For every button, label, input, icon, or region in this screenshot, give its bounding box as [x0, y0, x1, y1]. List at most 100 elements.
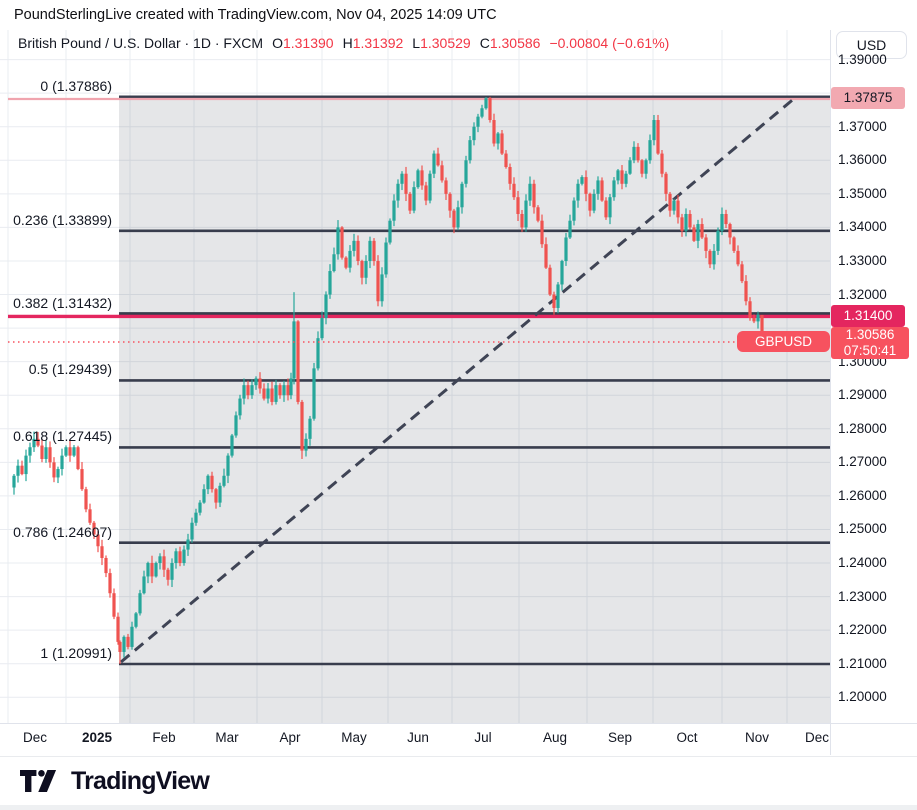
candle-body [174, 551, 178, 564]
candle-body [560, 260, 564, 285]
candle-body [296, 321, 300, 402]
candle-body [320, 318, 324, 339]
candle-body [96, 534, 100, 547]
price-axis-label: 1.24000 [838, 555, 887, 571]
time-axis-label: Jun [407, 730, 429, 745]
candle-body [640, 160, 644, 174]
candle-body [508, 167, 512, 184]
candle-body [464, 160, 468, 184]
candle-body [408, 193, 412, 211]
price-axis-label: 1.37000 [838, 118, 887, 134]
candle-body [352, 240, 356, 251]
candle-body [166, 569, 170, 580]
candle-body [289, 378, 293, 396]
candle-body [316, 338, 320, 369]
ohlc-key: O [272, 35, 283, 51]
candle-body [708, 250, 712, 265]
price-axis-label: 1.27000 [838, 454, 887, 470]
candle-body [190, 522, 194, 540]
candle-body [696, 224, 700, 241]
candle-body [368, 240, 372, 261]
candle-body [532, 183, 536, 208]
candle-body [258, 378, 262, 389]
currency-toggle-button[interactable]: USD [836, 31, 907, 59]
candle-body [226, 455, 230, 476]
tradingview-logo-icon [20, 770, 57, 792]
candle-body [468, 140, 472, 161]
symbol-title-bar[interactable]: British Pound / U.S. Dollar · 1D · FXCM O… [18, 30, 669, 56]
candle-body [748, 301, 752, 319]
candle-body [130, 626, 134, 647]
price-axis-label: 1.22000 [838, 622, 887, 638]
candlesticks-layer [12, 96, 764, 664]
candle-body [472, 126, 476, 141]
candle-body [604, 200, 608, 218]
candle-body [64, 447, 68, 456]
ohlc-key: C [479, 35, 490, 51]
candle-body [24, 455, 28, 475]
ohlc-key: H [342, 35, 353, 51]
candle-body [400, 173, 404, 184]
candle-body [100, 546, 104, 558]
candle-body [312, 368, 316, 419]
candle-body [616, 170, 620, 181]
candle-body [242, 385, 246, 399]
candle-body [182, 549, 186, 564]
tradingview-logo[interactable]: TradingView [20, 764, 210, 798]
currency-toggle-label: USD [856, 37, 887, 53]
price-axis-label: 1.32000 [838, 286, 887, 302]
pink-badge-text: 1.37875 [843, 90, 893, 106]
price-axis-label: 1.20000 [838, 689, 887, 705]
candle-body [460, 183, 464, 208]
price-axis-label: 1.36000 [838, 152, 887, 168]
candle-body [218, 485, 222, 503]
candle-body [756, 314, 760, 322]
candle-body [146, 563, 150, 577]
price-axis-label: 1.29000 [838, 387, 887, 403]
candle-body [388, 220, 392, 243]
candle-body [122, 636, 126, 652]
candle-body [724, 213, 728, 225]
candle-body [644, 160, 648, 174]
last-price-value: 1.30586 [845, 326, 895, 342]
price-line-badge-1.37875: 1.37875 [831, 87, 905, 110]
time-axis-label: May [341, 730, 367, 745]
candle-body [214, 489, 218, 503]
fib-level-label: 0 (1.37886) [40, 78, 112, 94]
candle-body [76, 447, 80, 470]
candle-body [564, 237, 568, 261]
candle-body [210, 475, 214, 490]
fib-level-label: 0.786 (1.24607) [13, 523, 112, 540]
candle-body [592, 193, 596, 211]
candle-body [728, 224, 732, 238]
candle-body [238, 398, 242, 416]
candle-body [356, 240, 360, 261]
candle-body [424, 185, 428, 201]
candle-body [104, 557, 108, 574]
candle-body [170, 563, 174, 580]
candle-body [304, 438, 308, 451]
candle-body [456, 207, 460, 228]
candle-body [576, 183, 580, 201]
time-axis-label: Apr [279, 730, 301, 745]
candle-body [138, 593, 142, 614]
candle-body [396, 183, 400, 201]
candle-body [12, 475, 16, 488]
candle-body [656, 120, 660, 154]
time-axis-label: Dec [22, 730, 48, 745]
price-axis-label: 1.33000 [838, 252, 887, 268]
candle-body [428, 173, 432, 201]
candle-body [48, 447, 52, 463]
candle-body [116, 616, 120, 642]
candle-body [612, 180, 616, 198]
candle-body [84, 489, 88, 510]
candle-body [300, 401, 304, 451]
candle-body [524, 200, 528, 228]
candle-body [720, 213, 724, 231]
time-axis-label: Aug [542, 730, 568, 745]
magenta-badge-text: 1.31400 [843, 307, 893, 323]
price-axis-label: 1.34000 [838, 219, 887, 235]
candle-body [544, 244, 548, 268]
candle-body [274, 385, 278, 402]
